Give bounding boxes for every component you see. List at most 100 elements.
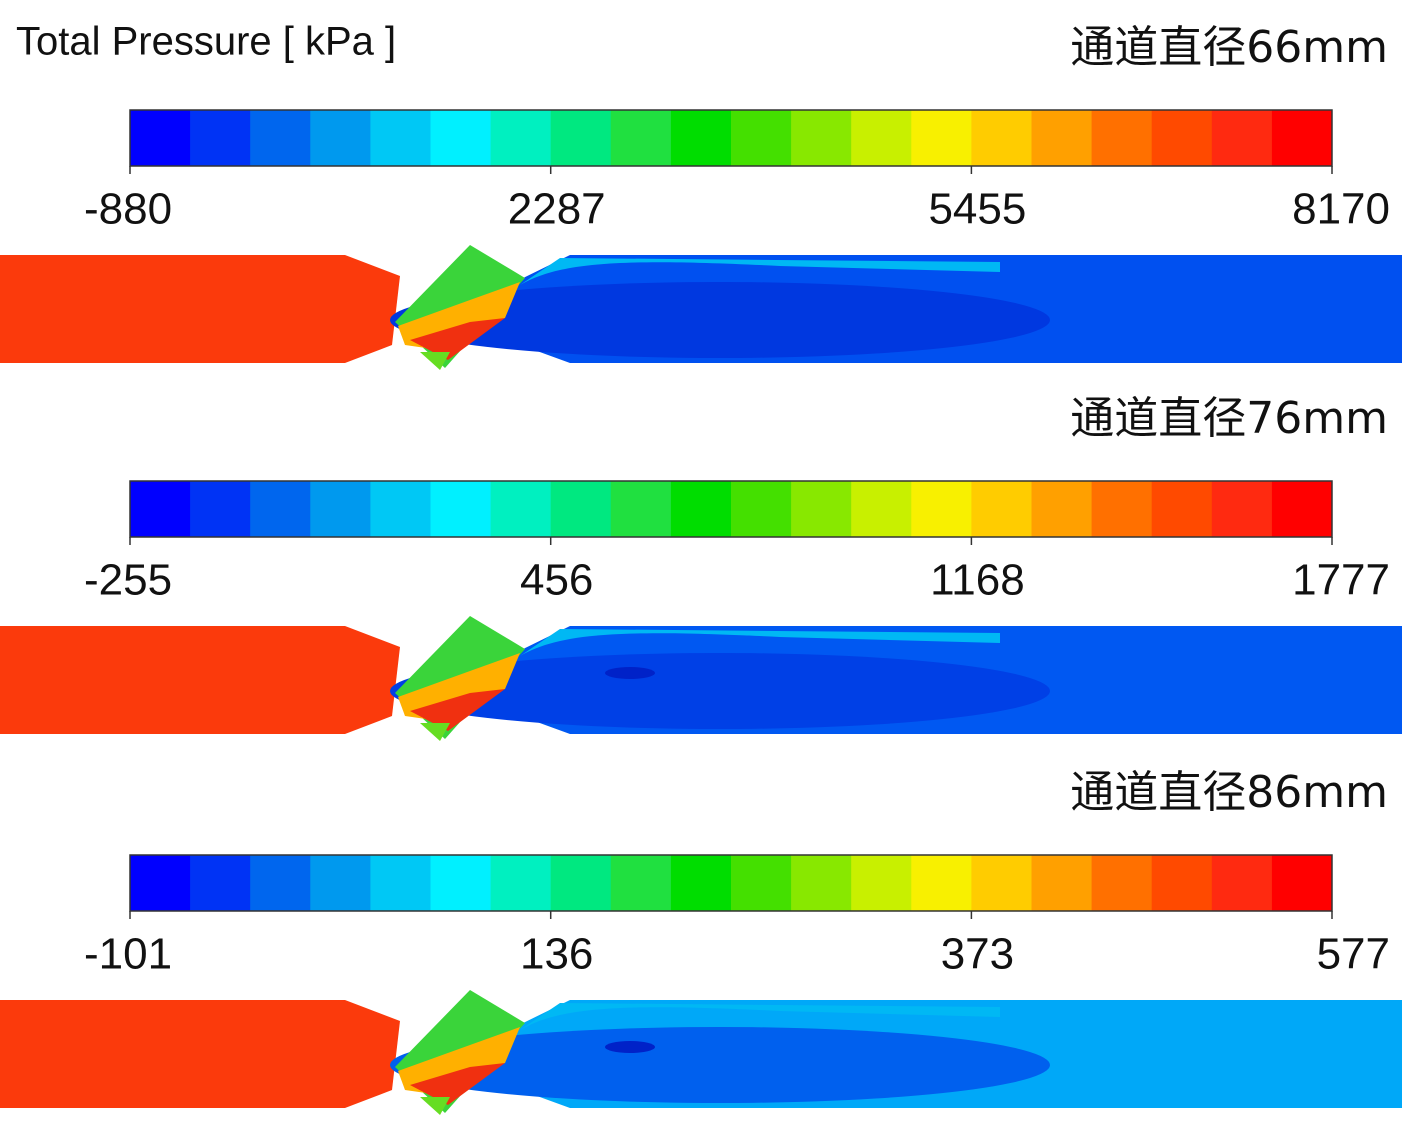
colorbar-band — [791, 110, 852, 166]
colorbar-band — [490, 481, 552, 537]
colorbar-frame — [129, 109, 1333, 167]
colorbar-band — [1271, 481, 1333, 537]
colorbar-band — [130, 481, 191, 537]
colorbar-band — [550, 481, 612, 537]
flow-field — [0, 616, 1402, 741]
valve-jet — [398, 282, 520, 350]
colorbar-band — [1091, 855, 1153, 911]
colorbar-tick-label: 1777 — [1292, 556, 1390, 605]
colorbar-band — [370, 481, 431, 537]
colorbar-band — [1271, 855, 1333, 911]
colorbar-band — [310, 481, 371, 537]
colorbar-band — [851, 855, 912, 911]
colorbar-band — [911, 855, 972, 911]
colorbar-band — [130, 855, 191, 911]
colorbar-band — [731, 855, 792, 911]
colorbar-band — [1031, 481, 1093, 537]
valve-core — [410, 1063, 505, 1105]
outlet-core — [390, 1027, 1050, 1103]
flow-field — [0, 990, 1402, 1115]
valve-lower — [420, 723, 450, 741]
colorbar-band — [971, 481, 1032, 537]
colorbar-band — [430, 855, 492, 911]
shear-layer — [520, 629, 1000, 656]
colorbar-band — [1091, 110, 1153, 166]
colorbar-band — [550, 110, 612, 166]
colorbar-tick-label: 1168 — [930, 556, 1025, 605]
colorbar-tick-label: 456 — [520, 556, 593, 605]
colorbar-tick-label: -101 — [84, 930, 172, 979]
colorbar-band — [911, 481, 972, 537]
colorbar-band — [1271, 110, 1333, 166]
colorbar-band — [370, 110, 431, 166]
colorbar-band — [190, 855, 251, 911]
colorbar-band — [971, 855, 1032, 911]
colorbar-band — [550, 855, 612, 911]
panel: 通道直径66mm -880 2287 5455 8170 — [0, 22, 1402, 370]
colorbar-band — [1211, 481, 1273, 537]
colorbar-tick-label: 577 — [1317, 930, 1390, 979]
shear-layer — [520, 1003, 1000, 1030]
colorbar-band — [971, 110, 1032, 166]
valve-jet — [398, 653, 520, 721]
colorbar-tick-label: 136 — [520, 930, 593, 979]
colorbar-band — [670, 481, 732, 537]
colorbar-tick-label: 2287 — [508, 185, 606, 234]
colorbar-frame — [129, 480, 1333, 538]
colorbar-band — [791, 855, 852, 911]
inlet-region — [0, 626, 400, 734]
colorbar-band — [610, 110, 672, 166]
inlet-region — [0, 255, 400, 363]
colorbar-tick-label: -255 — [84, 556, 172, 605]
colorbar-band — [1151, 481, 1213, 537]
colorbar-tick-label: 8170 — [1292, 185, 1390, 234]
colorbar-band — [851, 110, 912, 166]
vortex — [605, 1041, 655, 1053]
colorbar-band — [791, 481, 852, 537]
panel: 通道直径76mm -255 456 1168 1777 — [0, 393, 1402, 741]
valve-core — [410, 689, 505, 731]
valve-core — [410, 318, 505, 360]
colorbar-band — [670, 110, 732, 166]
panel-label: 通道直径66mm — [1070, 22, 1388, 73]
panel: 通道直径86mm -101 136 373 577 — [0, 767, 1402, 1115]
colorbar-band — [130, 110, 191, 166]
flow-field — [0, 245, 1402, 370]
vortex — [605, 667, 655, 679]
colorbar-band — [1211, 110, 1273, 166]
colorbar-band — [670, 855, 732, 911]
colorbar-band — [430, 481, 492, 537]
colorbar-band — [731, 110, 792, 166]
colorbar-band — [250, 855, 311, 911]
colorbar-band — [1031, 855, 1093, 911]
colorbar-band — [1031, 110, 1093, 166]
colorbar-band — [1211, 855, 1273, 911]
colorbar-band — [310, 110, 371, 166]
colorbar-band — [1091, 481, 1153, 537]
colorbar-band — [190, 110, 251, 166]
colorbar-band — [731, 481, 792, 537]
valve-lower — [420, 352, 450, 370]
colorbar-band — [490, 855, 552, 911]
shear-layer — [520, 258, 1000, 285]
colorbar-tick-label: 5455 — [928, 185, 1026, 234]
figure-title: Total Pressure [ kPa ] — [16, 20, 396, 64]
colorbar-band — [250, 110, 311, 166]
colorbar-band — [911, 110, 972, 166]
colorbar-frame — [129, 854, 1333, 912]
panel-label: 通道直径86mm — [1070, 767, 1388, 818]
colorbar-band — [430, 110, 492, 166]
colorbar-band — [370, 855, 431, 911]
colorbar-band — [851, 481, 912, 537]
outlet-core — [390, 282, 1050, 358]
inlet-region — [0, 1000, 400, 1108]
colorbar-band — [1151, 110, 1213, 166]
colorbar-tick-label: 373 — [941, 930, 1014, 979]
valve-jet — [398, 1027, 520, 1095]
colorbar-band — [490, 110, 552, 166]
colorbar-band — [610, 481, 672, 537]
colorbar-band — [190, 481, 251, 537]
outlet-core — [390, 653, 1050, 729]
colorbar-band — [1151, 855, 1213, 911]
